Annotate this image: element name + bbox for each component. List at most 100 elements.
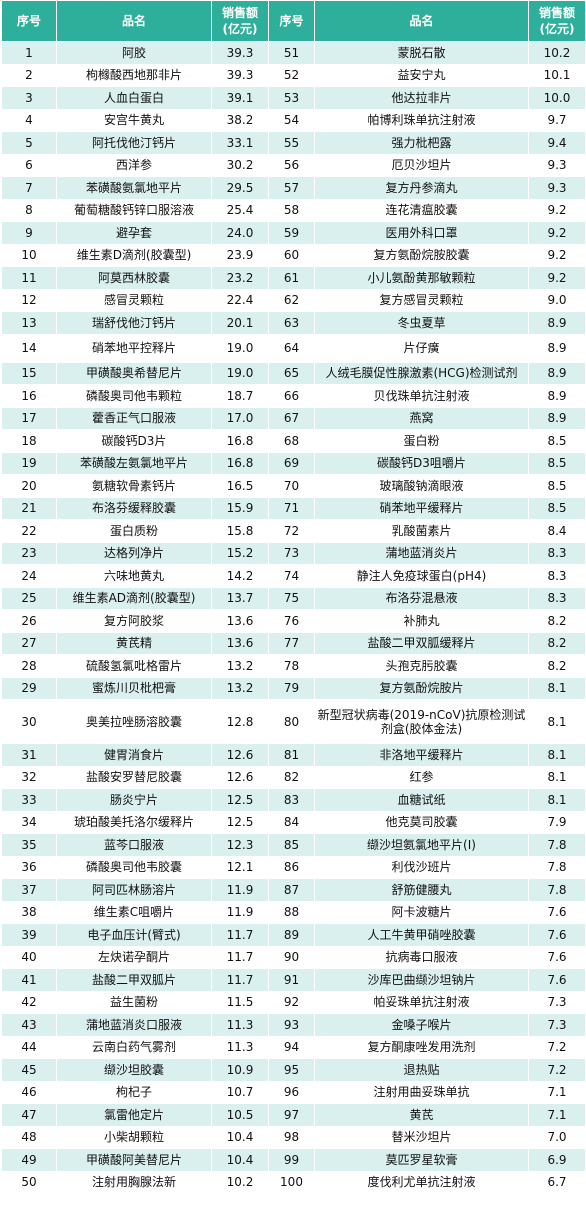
sales-value: 11.3 xyxy=(211,1035,269,1059)
product-name: 布洛芬缓释胶囊 xyxy=(56,496,212,520)
table-row: 5 阿托伐他汀钙片 33.1 55 强力枇杷露 9.4 xyxy=(1,131,586,155)
sales-value: 10.4 xyxy=(211,1148,269,1172)
product-name: 藿香正气口服液 xyxy=(56,406,212,430)
product-name: 乳酸菌素片 xyxy=(314,519,529,543)
row-number: 35 xyxy=(1,833,57,857)
row-number: 39 xyxy=(1,923,57,947)
sales-value: 11.7 xyxy=(211,923,269,947)
table-row: 22 蛋白质粉 15.8 72 乳酸菌素片 8.4 xyxy=(1,519,586,543)
product-name: 利伐沙班片 xyxy=(314,855,529,879)
row-number: 1 xyxy=(1,41,57,65)
sales-value: 11.9 xyxy=(211,900,269,924)
table-row: 43 蒲地蓝消炎口服液 11.3 93 金嗓子喉片 7.3 xyxy=(1,1013,586,1037)
sales-value: 25.4 xyxy=(211,198,269,222)
table-row: 46 枸杞子 10.7 96 注射用曲妥珠单抗 7.1 xyxy=(1,1080,586,1104)
sales-value: 11.7 xyxy=(211,968,269,992)
row-number: 24 xyxy=(1,564,57,588)
product-name: 复方氨酚烷胺胶囊 xyxy=(314,243,529,267)
sales-value: 8.5 xyxy=(528,451,586,475)
product-name: 布洛芬混悬液 xyxy=(314,586,529,610)
row-number: 83 xyxy=(268,788,315,812)
product-name: 左炔诺孕酮片 xyxy=(56,945,212,969)
sales-value: 7.8 xyxy=(528,878,586,902)
header-sales-left: 销售额 (亿元) xyxy=(211,0,269,42)
sales-value: 13.6 xyxy=(211,609,269,633)
product-name: 黄芪 xyxy=(314,1103,529,1127)
row-number: 44 xyxy=(1,1035,57,1059)
sales-value: 7.6 xyxy=(528,900,586,924)
product-name: 西洋参 xyxy=(56,153,212,177)
row-number: 17 xyxy=(1,406,57,430)
product-name: 复方丹参滴丸 xyxy=(314,176,529,200)
table-row: 34 琥珀酸美托洛尔缓释片 12.5 84 他克莫司胶囊 7.9 xyxy=(1,810,586,834)
table-row: 31 健胃消食片 12.6 81 非洛地平缓释片 8.1 xyxy=(1,743,586,767)
table-row: 28 硫酸氢氯吡格雷片 13.2 78 头孢克肟胶囊 8.2 xyxy=(1,654,586,678)
product-name: 益安宁丸 xyxy=(314,63,529,87)
row-number: 91 xyxy=(268,968,315,992)
sales-value: 8.5 xyxy=(528,429,586,453)
row-number: 67 xyxy=(268,406,315,430)
table-row: 26 复方阿胶浆 13.6 76 补肺丸 8.2 xyxy=(1,609,586,633)
sales-value: 15.9 xyxy=(211,496,269,520)
sales-value: 10.9 xyxy=(211,1058,269,1082)
sales-value: 8.9 xyxy=(528,361,586,385)
table-row: 13 瑞舒伐他汀钙片 20.1 63 冬虫夏草 8.9 xyxy=(1,311,586,335)
row-number: 71 xyxy=(268,496,315,520)
row-number: 65 xyxy=(268,361,315,385)
table-row: 7 苯磺酸氨氯地平片 29.5 57 复方丹参滴丸 9.3 xyxy=(1,176,586,200)
row-number: 99 xyxy=(268,1148,315,1172)
product-name: 玻璃酸钠滴眼液 xyxy=(314,474,529,498)
product-name: 贝伐珠单抗注射液 xyxy=(314,384,529,408)
sales-value: 8.2 xyxy=(528,631,586,655)
sales-value: 20.1 xyxy=(211,311,269,335)
sales-value: 9.2 xyxy=(528,243,586,267)
row-number: 70 xyxy=(268,474,315,498)
row-number: 7 xyxy=(1,176,57,200)
sales-value: 6.7 xyxy=(528,1170,586,1194)
table-row: 44 云南白药气雾剂 11.3 94 复方酮康唑发用洗剂 7.2 xyxy=(1,1035,586,1059)
row-number: 72 xyxy=(268,519,315,543)
row-number: 75 xyxy=(268,586,315,610)
row-number: 23 xyxy=(1,541,57,565)
sales-value: 13.7 xyxy=(211,586,269,610)
product-name: 小柴胡颗粒 xyxy=(56,1125,212,1149)
product-name: 非洛地平缓释片 xyxy=(314,743,529,767)
product-name: 小儿氨酚黄那敏颗粒 xyxy=(314,266,529,290)
product-name: 硝苯地平缓释片 xyxy=(314,496,529,520)
sales-value: 11.9 xyxy=(211,878,269,902)
row-number: 46 xyxy=(1,1080,57,1104)
table-row: 1 阿胶 39.3 51 蒙脱石散 10.2 xyxy=(1,41,586,65)
row-number: 51 xyxy=(268,41,315,65)
row-number: 5 xyxy=(1,131,57,155)
product-name: 磷酸奥司他韦颗粒 xyxy=(56,384,212,408)
row-number: 69 xyxy=(268,451,315,475)
sales-value: 7.6 xyxy=(528,945,586,969)
sales-value: 8.1 xyxy=(528,699,586,744)
table-row: 29 蜜炼川贝枇杷膏 13.2 79 复方氨酚烷胺片 8.1 xyxy=(1,676,586,700)
row-number: 4 xyxy=(1,108,57,132)
row-number: 90 xyxy=(268,945,315,969)
sales-value: 8.3 xyxy=(528,564,586,588)
row-number: 18 xyxy=(1,429,57,453)
sales-value: 18.7 xyxy=(211,384,269,408)
table-row: 32 盐酸安罗替尼胶囊 12.6 82 红参 8.1 xyxy=(1,765,586,789)
sales-value: 8.3 xyxy=(528,586,586,610)
product-name: 苯磺酸氨氯地平片 xyxy=(56,176,212,200)
table-row: 37 阿司匹林肠溶片 11.9 87 舒筋健腰丸 7.8 xyxy=(1,878,586,902)
row-number: 20 xyxy=(1,474,57,498)
product-name: 枸杞子 xyxy=(56,1080,212,1104)
product-name: 黄芪精 xyxy=(56,631,212,655)
sales-value: 9.3 xyxy=(528,153,586,177)
product-name: 氨糖软骨素钙片 xyxy=(56,474,212,498)
sales-value: 11.7 xyxy=(211,945,269,969)
product-name: 枸橼酸西地那非片 xyxy=(56,63,212,87)
row-number: 94 xyxy=(268,1035,315,1059)
row-number: 38 xyxy=(1,900,57,924)
product-name: 盐酸安罗替尼胶囊 xyxy=(56,765,212,789)
row-number: 15 xyxy=(1,361,57,385)
product-name: 安宫牛黄丸 xyxy=(56,108,212,132)
sales-value: 8.2 xyxy=(528,609,586,633)
product-name: 医用外科口罩 xyxy=(314,221,529,245)
table-row: 27 黄芪精 13.6 77 盐酸二甲双胍缓释片 8.2 xyxy=(1,631,586,655)
product-name: 阿托伐他汀钙片 xyxy=(56,131,212,155)
